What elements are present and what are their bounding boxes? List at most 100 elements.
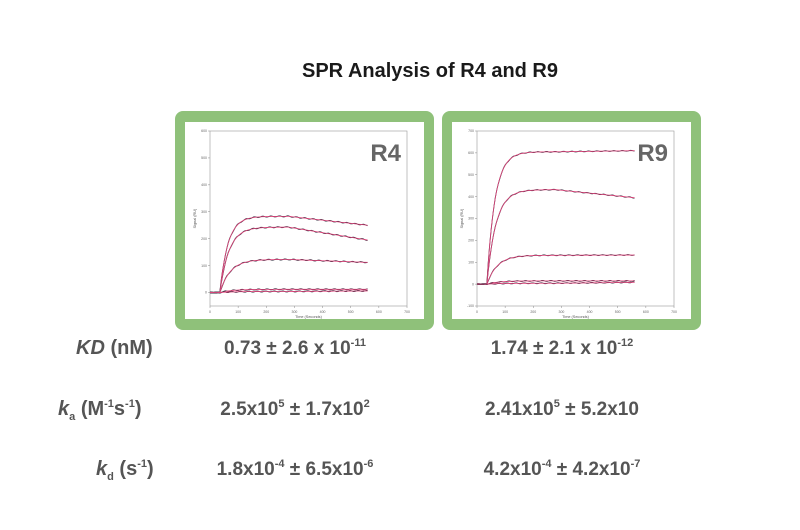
r9-kd-exponent: -12 bbox=[617, 337, 634, 349]
r9-panel: 0 100 200 300 400 500 600 700 -100 0 100 200 300 400 5… bbox=[442, 111, 701, 330]
y-tick-label: 300 bbox=[468, 217, 474, 221]
ka-symbol: k bbox=[58, 398, 70, 420]
r4-ka-b: ± 1.7x10 bbox=[284, 399, 364, 420]
x-tick-label: 200 bbox=[263, 310, 269, 314]
r4-kd-value: 0.73 ± 2.6 x 10-11 bbox=[175, 337, 415, 360]
r4-kd-base: 0.73 ± 2.6 x 10 bbox=[224, 338, 351, 359]
x-tick-label: 0 bbox=[476, 310, 478, 314]
x-tick-label: 700 bbox=[404, 310, 410, 314]
kd-unit: (nM) bbox=[110, 337, 153, 359]
fit-curve bbox=[477, 280, 635, 285]
r4-ka-value: 2.5x105 ± 1.7x102 bbox=[175, 398, 415, 421]
r9-kd-base: 1.74 ± 2.1 x 10 bbox=[490, 338, 618, 359]
y-tick-label: 400 bbox=[201, 183, 207, 187]
y-axis-label: Signal (RU) bbox=[460, 208, 464, 228]
ka-unit-s: s bbox=[113, 398, 126, 420]
r4-kdis-a: 1.8x10 bbox=[216, 459, 275, 480]
r9-kd-value: 1.74 ± 2.1 x 10-12 bbox=[442, 337, 682, 360]
ka-unit-open: (M bbox=[80, 398, 105, 420]
fit-curve bbox=[477, 150, 635, 285]
r4-plot-area bbox=[185, 122, 424, 319]
x-tick-label: 500 bbox=[615, 310, 621, 314]
kd-row-label: KD (nM) bbox=[76, 337, 206, 360]
r9-ka-a: 2.41x10 bbox=[485, 399, 554, 420]
y-tick-label: 600 bbox=[201, 129, 207, 133]
kdis-unit-open: (s bbox=[119, 458, 138, 480]
fit-curve bbox=[210, 226, 368, 293]
r4-sensorgram-chart: 0 100 200 300 400 500 600 700 0 100 200 300 400 500 60… bbox=[193, 129, 410, 319]
fit-curve bbox=[210, 290, 368, 293]
ka-row-label: ka (M-1s-1) bbox=[58, 398, 188, 423]
r4-kdis-b-exp: -6 bbox=[363, 458, 374, 470]
r4-kdis-a-exp: -4 bbox=[274, 458, 285, 470]
y-tick-label: 200 bbox=[468, 239, 474, 243]
r4-ka-a: 2.5x10 bbox=[220, 399, 279, 420]
ka-subscript: a bbox=[69, 411, 76, 423]
r9-kdis-a: 4.2x10 bbox=[483, 459, 542, 480]
x-tick-label: 600 bbox=[376, 310, 382, 314]
y-tick-label: 100 bbox=[201, 264, 207, 268]
kd-symbol: KD bbox=[76, 337, 105, 359]
y-tick-label: 600 bbox=[468, 151, 474, 155]
data-curve bbox=[209, 258, 368, 294]
x-tick-label: 500 bbox=[348, 310, 354, 314]
kdis-subscript: d bbox=[107, 471, 114, 483]
x-tick-label: 700 bbox=[671, 310, 677, 314]
r9-kdis-b-exp: -7 bbox=[630, 458, 641, 470]
fit-curve bbox=[210, 215, 368, 293]
y-tick-label: 700 bbox=[468, 129, 474, 133]
r9-ka-value: 2.41x105 ± 5.2x10 bbox=[442, 398, 682, 421]
plot-frame bbox=[209, 130, 408, 307]
r9-ka-b: ± 5.2x10 bbox=[559, 399, 639, 420]
data-curve bbox=[476, 149, 635, 285]
x-tick-label: 300 bbox=[292, 310, 298, 314]
x-axis-label: Time (Seconds) bbox=[562, 315, 589, 319]
panel-label: R4 bbox=[370, 140, 401, 167]
r4-kd-exponent: -11 bbox=[350, 337, 366, 349]
data-curve bbox=[476, 188, 635, 285]
fit-curve bbox=[477, 281, 635, 285]
kdis-row-label: kd (s-1) bbox=[96, 458, 226, 483]
x-tick-label: 600 bbox=[643, 310, 649, 314]
r4-ka-a-exp: 5 bbox=[278, 398, 285, 410]
fit-curve bbox=[477, 189, 635, 285]
y-tick-label: 500 bbox=[468, 173, 474, 177]
x-tick-label: 100 bbox=[235, 310, 241, 314]
y-tick-label: 0 bbox=[472, 282, 474, 286]
r4-kdis-b: ± 6.5x10 bbox=[284, 459, 364, 480]
y-tick-label: -100 bbox=[467, 304, 474, 308]
y-tick-label: 200 bbox=[201, 237, 207, 241]
r4-panel: 0 100 200 300 400 500 600 700 0 100 200 300 400 500 60… bbox=[175, 111, 434, 330]
panel-label: R9 bbox=[637, 140, 668, 167]
x-axis-label: Time (Seconds) bbox=[295, 315, 322, 319]
x-tick-label: 200 bbox=[530, 310, 536, 314]
x-tick-label: 400 bbox=[587, 310, 593, 314]
fit-curve bbox=[210, 259, 368, 293]
x-tick-label: 300 bbox=[559, 310, 565, 314]
y-tick-label: 300 bbox=[201, 210, 207, 214]
y-tick-label: 100 bbox=[468, 260, 474, 264]
r9-sensorgram-chart: 0 100 200 300 400 500 600 700-10001002003004005… bbox=[460, 129, 677, 319]
y-axis-label: Signal (RU) bbox=[193, 208, 197, 228]
kdis-unit-exp: -1 bbox=[137, 458, 147, 470]
y-tick-label: 0 bbox=[205, 291, 207, 295]
y-tick-label: 400 bbox=[468, 195, 474, 199]
x-tick-label: 100 bbox=[502, 310, 508, 314]
r4-kdis-value: 1.8x10-4 ± 6.5x10-6 bbox=[175, 458, 415, 481]
r4-ka-b-exp: 2 bbox=[363, 398, 370, 410]
fit-curve bbox=[210, 288, 368, 293]
ka-unit-exp1: -1 bbox=[104, 398, 114, 410]
data-curve bbox=[476, 254, 635, 285]
kdis-symbol: k bbox=[96, 458, 108, 480]
r9-ka-a-exp: 5 bbox=[553, 398, 560, 410]
kdis-unit-close: ) bbox=[147, 458, 154, 480]
x-tick-label: 0 bbox=[209, 310, 211, 314]
x-tick-label: 400 bbox=[320, 310, 326, 314]
fit-curve bbox=[477, 254, 635, 285]
y-tick-label: 500 bbox=[201, 156, 207, 160]
r9-kdis-value: 4.2x10-4 ± 4.2x10-7 bbox=[442, 458, 682, 481]
r9-kdis-b: ± 4.2x10 bbox=[551, 459, 631, 480]
ka-unit-exp2: -1 bbox=[125, 398, 135, 410]
chart-title: SPR Analysis of R4 and R9 bbox=[302, 60, 558, 82]
r9-kdis-a-exp: -4 bbox=[541, 458, 552, 470]
